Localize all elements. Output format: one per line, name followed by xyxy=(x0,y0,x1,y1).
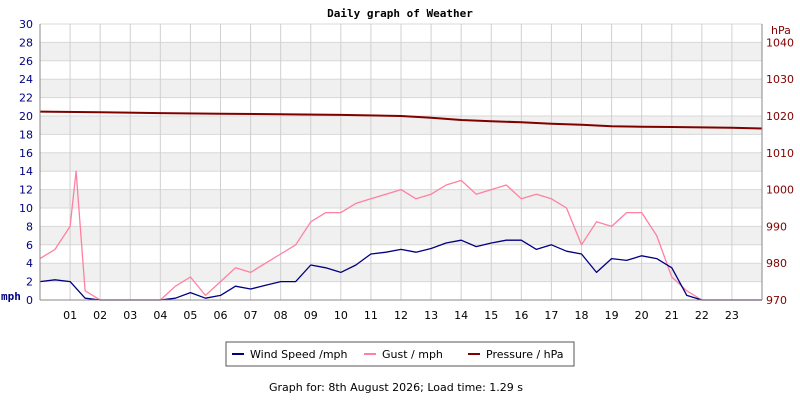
legend-label: Pressure / hPa xyxy=(486,348,564,361)
series-layer xyxy=(39,110,763,301)
right-tick-label: 1030 xyxy=(766,73,794,86)
left-tick-label: 8 xyxy=(26,220,33,233)
left-tick-label: 24 xyxy=(19,73,33,86)
x-tick-label: 19 xyxy=(605,309,619,322)
x-tick-label: 09 xyxy=(304,309,318,322)
x-tick-label: 03 xyxy=(123,309,137,322)
left-tick-label: 0 xyxy=(26,294,33,307)
right-tick-label: 980 xyxy=(766,257,787,270)
left-tick-label: 2 xyxy=(26,276,33,289)
chart-title: Daily graph of Weather xyxy=(327,7,473,20)
x-tick-label: 10 xyxy=(334,309,348,322)
left-tick-label: 14 xyxy=(19,165,33,178)
left-tick-label: 20 xyxy=(19,110,33,123)
x-tick-label: 12 xyxy=(394,309,408,322)
right-tick-label: 1020 xyxy=(766,110,794,123)
x-tick-label: 01 xyxy=(63,309,77,322)
x-tick-label: 18 xyxy=(575,309,589,322)
x-tick-label: 15 xyxy=(484,309,498,322)
left-tick-label: 18 xyxy=(19,128,33,141)
legend-label: Wind Speed /mph xyxy=(250,348,348,361)
x-tick-label: 04 xyxy=(153,309,167,322)
x-tick-label: 11 xyxy=(364,309,378,322)
left-axis-unit: mph xyxy=(1,290,21,303)
x-tick-label: 08 xyxy=(274,309,288,322)
series-line-0 xyxy=(39,239,762,301)
x-tick-label: 17 xyxy=(544,309,558,322)
x-tick-label: 23 xyxy=(725,309,739,322)
x-tick-label: 05 xyxy=(183,309,197,322)
x-tick-label: 02 xyxy=(93,309,107,322)
left-tick-label: 22 xyxy=(19,92,33,105)
x-tick-label: 06 xyxy=(214,309,228,322)
right-axis-unit: hPa xyxy=(771,24,791,37)
right-tick-label: 1010 xyxy=(766,147,794,160)
x-tick-label: 22 xyxy=(695,309,709,322)
series-line-1 xyxy=(39,170,762,301)
right-tick-label: 990 xyxy=(766,220,787,233)
grid-lines xyxy=(40,23,762,301)
x-tick-label: 13 xyxy=(424,309,438,322)
legend: Wind Speed /mph Gust / mph Pressure / hPa xyxy=(225,341,575,367)
right-tick-label: 1000 xyxy=(766,184,794,197)
left-tick-label: 30 xyxy=(19,18,33,31)
legend-label: Gust / mph xyxy=(382,348,443,361)
x-tick-label: 14 xyxy=(454,309,468,322)
legend-box xyxy=(225,341,575,367)
x-tick-label: 20 xyxy=(635,309,649,322)
series-line-2 xyxy=(39,110,763,130)
left-tick-label: 6 xyxy=(26,239,33,252)
footer-text: Graph for: 8th August 2026; Load time: 1… xyxy=(269,381,523,394)
right-tick-label: 970 xyxy=(766,294,787,307)
left-tick-label: 16 xyxy=(19,147,33,160)
left-tick-label: 10 xyxy=(19,202,33,215)
x-tick-label: 16 xyxy=(514,309,528,322)
left-tick-label: 28 xyxy=(19,36,33,49)
right-tick-label: 1040 xyxy=(766,36,794,49)
axes xyxy=(39,24,763,301)
left-tick-label: 4 xyxy=(26,257,33,270)
tick-labels: 0246810121416182022242628309709809901000… xyxy=(19,18,794,322)
left-tick-label: 26 xyxy=(19,55,33,68)
x-tick-label: 07 xyxy=(244,309,258,322)
x-tick-label: 21 xyxy=(665,309,679,322)
left-tick-label: 12 xyxy=(19,184,33,197)
